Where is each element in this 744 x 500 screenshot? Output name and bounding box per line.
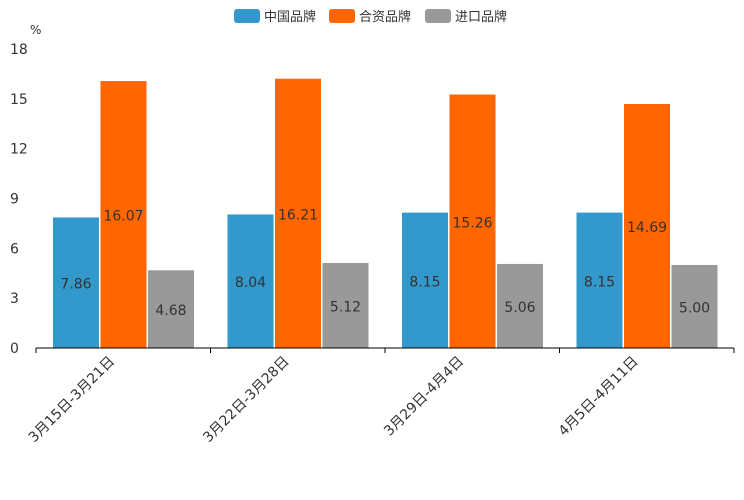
legend-swatch [329,9,355,23]
bars [53,78,718,349]
bar-3-2 [322,262,369,348]
y-tick-label: 15 [10,92,28,108]
bar-3-4 [671,264,718,348]
y-axis-ticks: 0 3 6 9 12 15 18 [10,42,28,357]
y-tick-label: 9 [10,192,19,208]
y-tick-label: 12 [10,142,28,158]
bar-1-4 [576,212,623,348]
data-label: 7.86 [60,277,91,293]
bar-1-1 [53,217,99,348]
bar-3-1 [148,270,194,348]
x-tick-label: 3月15日-3月21日 [26,354,118,446]
data-label: 5.00 [679,300,710,316]
legend: 中国品牌 合资品牌 进口品牌 [234,9,507,25]
data-label: 8.04 [235,275,266,291]
bar-2-3 [449,94,496,349]
data-label: 8.15 [409,274,440,290]
data-label: 15.26 [452,215,492,231]
x-axis-labels: 3月15日-3月21日 3月22日-3月28日 3月29日-4月4日 4月5日-4月1… [26,354,642,446]
legend-label: 合资品牌 [359,9,411,25]
data-label: 8.15 [584,274,615,290]
data-label: 14.69 [627,220,667,236]
bar-1-2 [227,214,274,348]
data-labels: 7.86 16.07 4.68 8.04 16.21 5.12 8.15 15.26 5.06 8… [60,207,710,319]
y-tick-label: 3 [10,291,19,307]
bar-2-2 [275,78,321,348]
legend-label: 进口品牌 [455,9,507,25]
legend-swatch [425,9,451,23]
y-tick-label: 0 [10,341,19,357]
x-axis [35,347,735,353]
data-label: 5.06 [504,300,535,316]
legend-label: 中国品牌 [264,9,316,25]
x-tick-label: 3月22日-3月28日 [200,354,292,446]
y-axis-unit: % [30,23,41,37]
y-tick-label: 6 [10,241,19,257]
bar-3-3 [497,263,543,348]
legend-swatch [234,9,260,23]
data-label: 16.21 [278,207,318,223]
bar-2-1 [100,81,147,348]
bar-1-3 [402,212,448,348]
x-tick-label: 3月29日-4月4日 [381,354,467,440]
data-label: 5.12 [330,299,361,315]
y-tick-label: 18 [10,42,28,58]
data-label: 4.68 [155,303,186,319]
x-tick-label: 4月5日-4月11日 [556,354,642,440]
bar-2-4 [624,103,670,348]
data-label: 16.07 [103,209,143,225]
